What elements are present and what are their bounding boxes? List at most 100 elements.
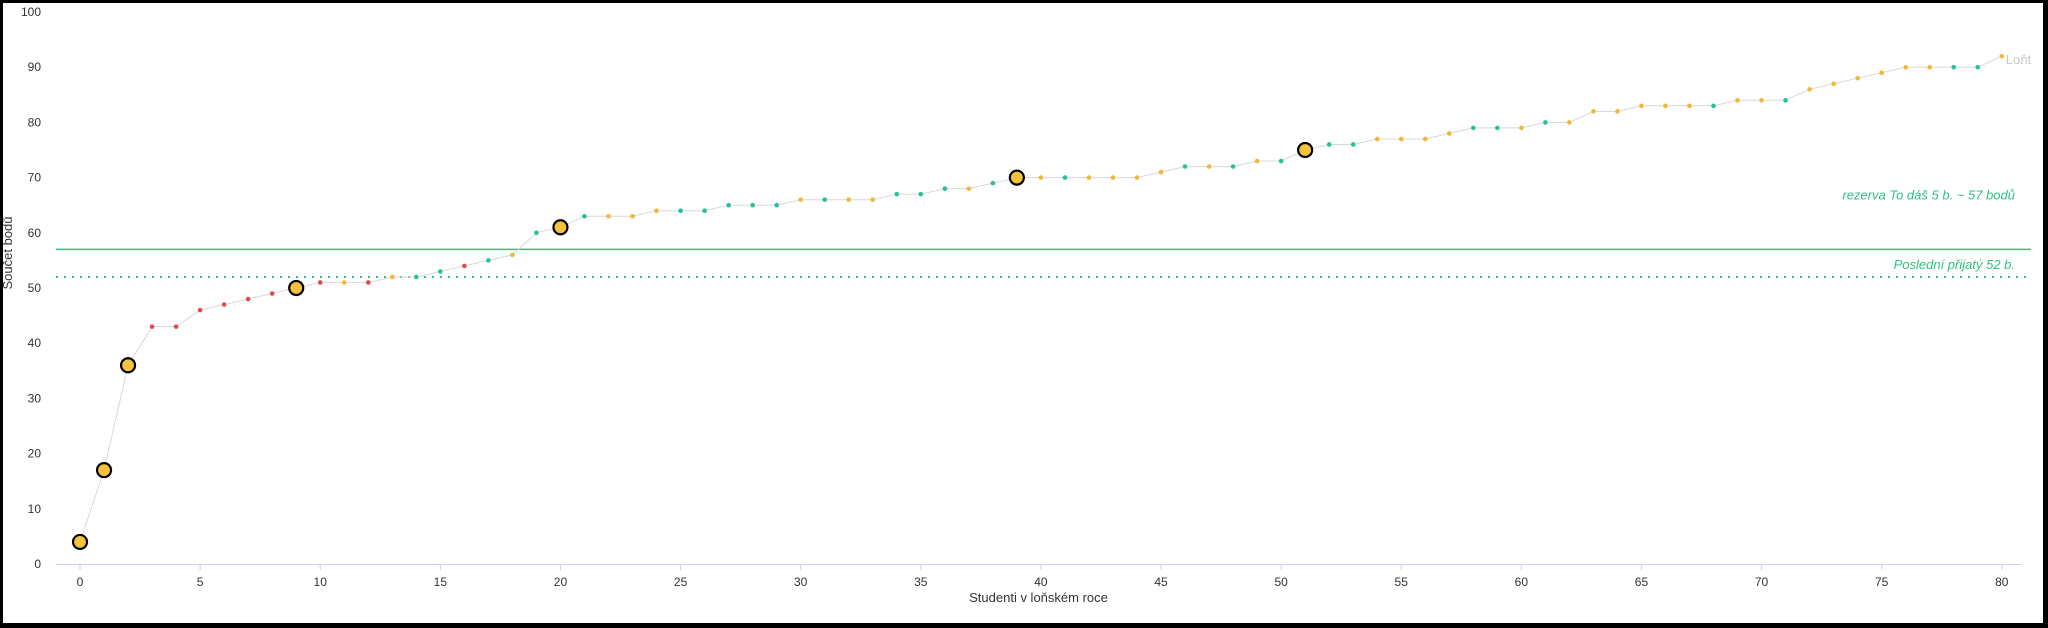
data-point (486, 258, 491, 263)
data-point (726, 202, 731, 208)
x-tick-label: 60 (1515, 575, 1529, 589)
data-point (1206, 164, 1212, 169)
data-point (798, 197, 803, 202)
data-point (822, 197, 828, 202)
data-point (197, 307, 203, 313)
data-point (149, 324, 155, 329)
highlighted-point (95, 462, 113, 479)
highlighted-point (71, 533, 89, 551)
y-tick-label: 40 (28, 336, 42, 350)
data-point (1519, 125, 1524, 131)
x-tick-label: 25 (674, 575, 688, 589)
data-point (1879, 70, 1884, 76)
data-point (1639, 103, 1644, 109)
data-point (678, 208, 683, 214)
x-tick-label: 55 (1395, 575, 1409, 589)
data-point (1062, 175, 1068, 180)
data-point (1903, 64, 1908, 70)
data-point (1783, 98, 1788, 103)
data-point (606, 213, 611, 219)
data-point (341, 280, 347, 285)
data-point (1350, 142, 1356, 147)
data-point (317, 280, 323, 285)
data-point (990, 180, 996, 186)
data-point (1567, 120, 1572, 125)
series-line (79, 55, 2003, 543)
data-point (1687, 103, 1692, 109)
data-point (702, 208, 707, 214)
data-point (1807, 86, 1812, 92)
data-point (1543, 120, 1548, 125)
y-tick-label: 20 (28, 447, 42, 461)
data-point (1110, 175, 1116, 180)
x-axis-title: Studenti v loňském roce (969, 590, 1108, 605)
y-tick-label: 90 (28, 60, 42, 74)
y-tick-label: 30 (28, 391, 42, 405)
data-point (1326, 142, 1332, 147)
data-point (462, 263, 467, 269)
reference-lines: rezerva To dáš 5 b. ~ 57 bodů Poslední př… (56, 187, 2031, 278)
data-point (1182, 164, 1188, 169)
data-point (1254, 158, 1260, 164)
data-point (918, 191, 924, 197)
data-point (173, 324, 179, 329)
data-point (1711, 103, 1716, 109)
x-tick-label: 15 (434, 575, 448, 589)
series-label: Loňt (2006, 52, 2032, 67)
data-point (1831, 81, 1836, 87)
highlighted-point (1297, 141, 1314, 159)
data-point (1927, 64, 1933, 70)
reference-label: Poslední přijatý 52 b. (1894, 257, 2015, 272)
data-point (269, 291, 275, 296)
y-tick-label: 100 (21, 5, 41, 19)
data-point (774, 202, 779, 208)
data-point (1495, 125, 1500, 131)
data-point (1975, 64, 1981, 70)
data-point (1422, 136, 1428, 142)
x-tick-label: 40 (1034, 575, 1048, 589)
x-tick-label: 75 (1875, 575, 1889, 589)
data-point (414, 274, 419, 280)
x-tick-labels: 0 5 10 15 20 25 30 35 40 45 50 55 60 65 70 75 80 (77, 564, 2009, 589)
data-point (870, 197, 876, 202)
data-point (750, 202, 755, 208)
data-point (894, 191, 900, 197)
x-tick-label: 5 (197, 575, 204, 589)
x-tick-label: 35 (914, 575, 928, 589)
data-point (582, 213, 587, 219)
y-tick-labels: 0 10 20 30 40 50 60 70 80 90 100 (21, 5, 41, 571)
data-point (1951, 64, 1957, 70)
data-point (438, 269, 443, 274)
data-point (630, 213, 635, 219)
data-point (1615, 109, 1620, 114)
data-point (1398, 136, 1404, 142)
chart-frame: rezerva To dáš 5 b. ~ 57 bodů Poslední př… (3, 3, 2043, 623)
data-point (365, 280, 371, 285)
data-point (1735, 98, 1740, 103)
x-tick-label: 30 (794, 575, 808, 589)
score-chart: rezerva To dáš 5 b. ~ 57 bodů Poslední př… (3, 5, 2032, 605)
data-point (1374, 136, 1380, 142)
data-point (1230, 164, 1236, 169)
reference-label: rezerva To dáš 5 b. ~ 57 bodů (1842, 187, 2015, 202)
x-tick-label: 50 (1274, 575, 1288, 589)
data-point (966, 186, 972, 191)
x-tick-label: 0 (77, 575, 84, 589)
highlighted-point (552, 219, 569, 236)
x-tick-label: 80 (1995, 575, 2009, 589)
y-tick-label: 70 (28, 171, 42, 185)
x-tick-label: 70 (1755, 575, 1769, 589)
data-points (71, 53, 2005, 551)
data-point (1759, 98, 1764, 103)
data-point (390, 274, 395, 280)
y-tick-label: 0 (34, 557, 41, 571)
data-point (1470, 125, 1476, 131)
y-tick-label: 80 (28, 115, 42, 129)
x-tick-label: 65 (1635, 575, 1649, 589)
data-point (534, 230, 539, 236)
y-axis-title: Součet bodů (3, 216, 15, 289)
highlighted-point (119, 357, 137, 374)
data-point (1446, 131, 1452, 136)
data-point (1038, 175, 1044, 180)
data-point (1663, 103, 1668, 109)
